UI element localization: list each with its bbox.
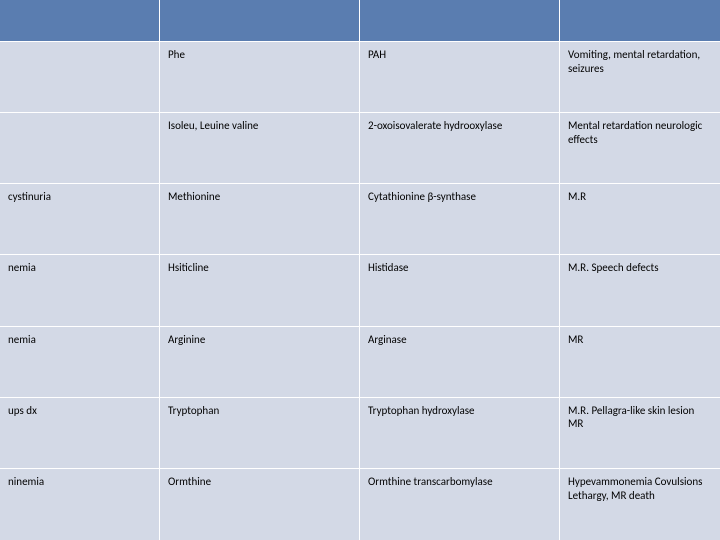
header-cell-0 [0, 0, 160, 42]
cell-enzyme: PAH [360, 42, 560, 113]
cell-symptoms: M.R [560, 184, 720, 255]
table-row: ups dx Tryptophan Tryptophan hydroxylase… [0, 398, 720, 469]
cell-enzyme: Ormthine transcarbomylase [360, 469, 560, 540]
cell-enzyme: Tryptophan hydroxylase [360, 398, 560, 469]
cell-amino-acid: Hsiticline [160, 255, 360, 326]
cell-disease: nemia [0, 255, 160, 326]
cell-amino-acid: Phe [160, 42, 360, 113]
cell-enzyme: Arginase [360, 327, 560, 398]
cell-disease: nemia [0, 327, 160, 398]
cell-disease: ninemia [0, 469, 160, 540]
cell-disease: ups dx [0, 398, 160, 469]
cell-symptoms: Mental retardation neurologic effects [560, 113, 720, 184]
cell-symptoms: MR [560, 327, 720, 398]
cell-disease: cystinuria [0, 184, 160, 255]
cell-symptoms: Hypevammonemia Covulsions Lethargy, MR d… [560, 469, 720, 540]
table-row: nemia Hsiticline Histidase M.R. Speech d… [0, 255, 720, 326]
cell-symptoms: Vomiting, mental retardation, seizures [560, 42, 720, 113]
cell-amino-acid: Ormthine [160, 469, 360, 540]
table-row: ninemia Ormthine Ormthine transcarbomyla… [0, 469, 720, 540]
table-header-row [0, 0, 720, 42]
table-row: cystinuria Methionine Cytathionine β-syn… [0, 184, 720, 255]
header-cell-1 [160, 0, 360, 42]
header-cell-3 [560, 0, 720, 42]
cell-enzyme: Cytathionine β-synthase [360, 184, 560, 255]
cell-amino-acid: Tryptophan [160, 398, 360, 469]
table-row: nemia Arginine Arginase MR [0, 327, 720, 398]
cell-amino-acid: Methionine [160, 184, 360, 255]
header-cell-2 [360, 0, 560, 42]
cell-disease [0, 42, 160, 113]
cell-symptoms: M.R. Speech defects [560, 255, 720, 326]
cell-enzyme: Histidase [360, 255, 560, 326]
table-row: Phe PAH Vomiting, mental retardation, se… [0, 42, 720, 113]
cell-enzyme: 2-oxoisovalerate hydrooxylase [360, 113, 560, 184]
cell-disease [0, 113, 160, 184]
cell-amino-acid: Isoleu, Leuine valine [160, 113, 360, 184]
cell-amino-acid: Arginine [160, 327, 360, 398]
amino-acid-disorders-table: Phe PAH Vomiting, mental retardation, se… [0, 0, 720, 540]
table-row: Isoleu, Leuine valine 2-oxoisovalerate h… [0, 113, 720, 184]
cell-symptoms: M.R. Pellagra-like skin lesion MR [560, 398, 720, 469]
